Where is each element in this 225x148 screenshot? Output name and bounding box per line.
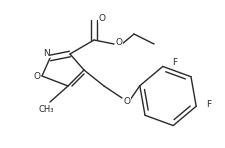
Text: F: F xyxy=(206,100,211,109)
Text: O: O xyxy=(34,71,40,81)
Text: N: N xyxy=(43,49,49,58)
Text: CH₃: CH₃ xyxy=(38,104,54,114)
Text: O: O xyxy=(115,37,122,46)
Text: F: F xyxy=(172,58,177,67)
Text: O: O xyxy=(124,96,130,106)
Text: O: O xyxy=(99,13,106,22)
